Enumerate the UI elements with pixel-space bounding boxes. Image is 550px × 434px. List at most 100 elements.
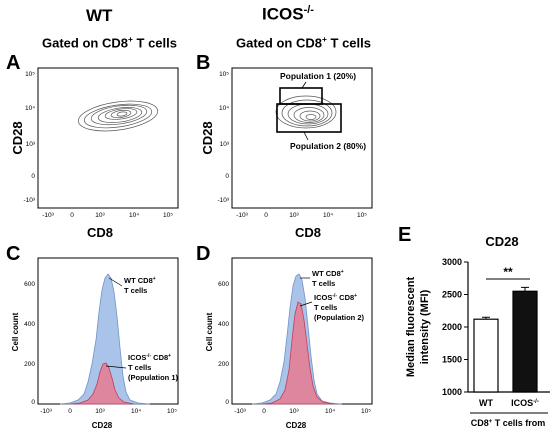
bar-ytick-label-2: 2000 — [442, 322, 462, 332]
icos-title: ICOS-/- — [262, 4, 314, 25]
panel-c-xtick-1: 0 — [68, 408, 72, 415]
panel-c-ko-pointer — [105, 365, 127, 369]
panel-b-xlabel: CD8 — [295, 225, 321, 240]
bar-ytick-label-0: 1000 — [442, 387, 462, 397]
panel-b-ytick-2: 10³ — [220, 141, 230, 148]
panel-a-ytick-0: 10⁵ — [25, 71, 35, 78]
panel-c-xtick-0: -10³ — [40, 408, 52, 415]
panel-a-plot: 10⁵ 10⁴ 10³ 0 -10³ -10³ 0 10³ 10⁴ 10⁵ CD… — [10, 67, 179, 240]
panel-b-xtick-1: 0 — [264, 212, 268, 219]
panel-d-ytick-3: 0 — [225, 399, 229, 406]
panel-a-xtick-4: 10⁵ — [163, 212, 173, 219]
bar-chart-title: CD28 — [485, 234, 518, 249]
panel-d-xtick-2: 10³ — [289, 408, 299, 415]
panel-d-wt-label-2: T cells — [312, 279, 335, 288]
bar-y-ticks: 1000 1500 2000 2500 3000 — [442, 257, 468, 397]
gated-ko-suffix: T cells — [326, 35, 371, 51]
significance-label: ** — [503, 265, 513, 279]
bar-xlabel: CD8+ T cells from — [471, 418, 546, 428]
panel-c-xlabel: CD28 — [92, 421, 113, 430]
panel-d-ko-label-3: (Population 2) — [314, 313, 364, 322]
panel-d-xtick-1: 0 — [262, 408, 266, 415]
population-2-label: Population 2 (80%) — [290, 141, 366, 151]
gated-wt-sup: + — [127, 34, 133, 44]
bar-ylabel-line-1: Median fluorescent — [405, 277, 417, 378]
panel-d-xtick-0: -10³ — [234, 408, 246, 415]
panel-label-c: C — [6, 243, 21, 265]
panel-d-ko-histogram — [261, 301, 335, 405]
bar-ytick-label-4: 3000 — [442, 257, 462, 267]
panel-a-xtick-3: 10⁴ — [129, 212, 139, 219]
panel-c-ytick-3: 0 — [31, 399, 35, 406]
panel-d-ylabel: Cell count — [205, 312, 214, 351]
panel-a-frame — [37, 67, 179, 209]
bar-ylabel-line-2: intensity (MFI) — [419, 289, 431, 364]
panel-d-xtick-4: 10⁵ — [361, 408, 371, 415]
panel-c-ko-label-3: (Population 1) — [128, 373, 178, 382]
panel-label-a: A — [6, 52, 21, 74]
panel-a-ytick-3: 0 — [31, 173, 35, 180]
panel-c-wt-label-2: T cells — [124, 286, 147, 295]
bar-ytick-label-3: 2500 — [442, 290, 462, 300]
panel-d-ytick-2: 200 — [218, 361, 229, 368]
panel-b-xtick-2: 10³ — [289, 212, 299, 219]
gate-1-pointer — [301, 81, 307, 89]
panel-c-wt-label-1: WT CD8+ — [124, 276, 156, 285]
bar-ytick-label-1: 1500 — [442, 355, 462, 365]
panel-a-xtick-2: 10³ — [95, 212, 105, 219]
panel-a-ytick-1: 10⁴ — [25, 105, 35, 112]
panel-a-xtick-1: 0 — [70, 212, 74, 219]
wt-title: WT — [86, 6, 113, 25]
panel-b-ytick-0: 10⁵ — [219, 71, 229, 78]
error-bar-0 — [482, 316, 490, 320]
panel-c-ytick-0: 600 — [24, 281, 35, 288]
panel-b-frame — [231, 67, 373, 209]
panel-d-xtick-3: 10⁴ — [325, 408, 335, 415]
panel-d-xlabel: CD28 — [286, 421, 307, 430]
panel-c-xtick-4: 10⁵ — [167, 408, 177, 415]
gate-2-pointer — [303, 131, 309, 141]
panel-d-ko-pointer — [299, 301, 313, 307]
panel-c-histogram: WT CD8+ T cells ICOS-/- CD8+ T cells (Po… — [11, 257, 179, 430]
panel-d-histogram: WT CD8+ T cells ICOS-/- CD8+ T cells (Po… — [205, 257, 373, 430]
panel-d-ko-label-2: T cells — [314, 303, 337, 312]
panel-c-wt-pointer — [108, 277, 123, 287]
icos-title-sup: -/- — [303, 4, 314, 16]
panel-a-xlabel: CD8 — [87, 225, 113, 240]
panel-c-xtick-2: 10³ — [95, 408, 105, 415]
gated-title-wt: Gated on CD8+ T cells — [42, 34, 177, 50]
panel-d-wt-label-1: WT CD8+ — [312, 269, 344, 278]
panel-c-wt-histogram — [59, 273, 151, 405]
population-1-label: Population 1 (20%) — [280, 71, 356, 81]
icos-title-text: ICOS — [262, 4, 304, 24]
gated-title-ko: Gated on CD8+ T cells — [236, 34, 371, 50]
bar-category-ko: ICOS-/- — [511, 398, 539, 408]
panel-c-ytick-1: 400 — [24, 321, 35, 328]
error-bar-1 — [521, 286, 529, 292]
gated-ko-text: Gated on CD8 — [236, 35, 322, 51]
gated-wt-text: Gated on CD8 — [42, 35, 128, 51]
panel-b-contours — [275, 95, 337, 129]
panel-b-xtick-3: 10⁴ — [323, 212, 333, 219]
panel-b-ytick-1: 10⁴ — [219, 105, 229, 112]
gated-ko-sup: + — [321, 34, 327, 44]
panel-a-ytick-2: 10³ — [26, 141, 36, 148]
panel-b-plot: Population 1 (20%) Population 2 (80%) 10… — [200, 67, 373, 240]
bar-marks — [473, 286, 538, 393]
bar-category-wt: WT — [479, 398, 493, 408]
panel-b-ytick-3: 0 — [225, 173, 229, 180]
panel-d-ytick-1: 400 — [218, 321, 229, 328]
bar-1 — [512, 290, 538, 393]
panel-c-ko-label-2: T cells — [128, 363, 151, 372]
panel-label-b: B — [196, 52, 211, 74]
panel-c-xtick-3: 10⁴ — [131, 408, 141, 415]
panel-label-d: D — [196, 243, 211, 265]
panel-label-e: E — [398, 224, 412, 246]
panel-a-ylabel: CD28 — [10, 121, 25, 154]
panel-b-ylabel: CD28 — [200, 121, 215, 154]
panel-c-ko-histogram — [69, 362, 135, 405]
gate-population-2 — [276, 103, 342, 133]
gated-wt-suffix: T cells — [132, 35, 177, 51]
panel-d-ko-label-1: ICOS-/- CD8+ — [314, 293, 357, 302]
